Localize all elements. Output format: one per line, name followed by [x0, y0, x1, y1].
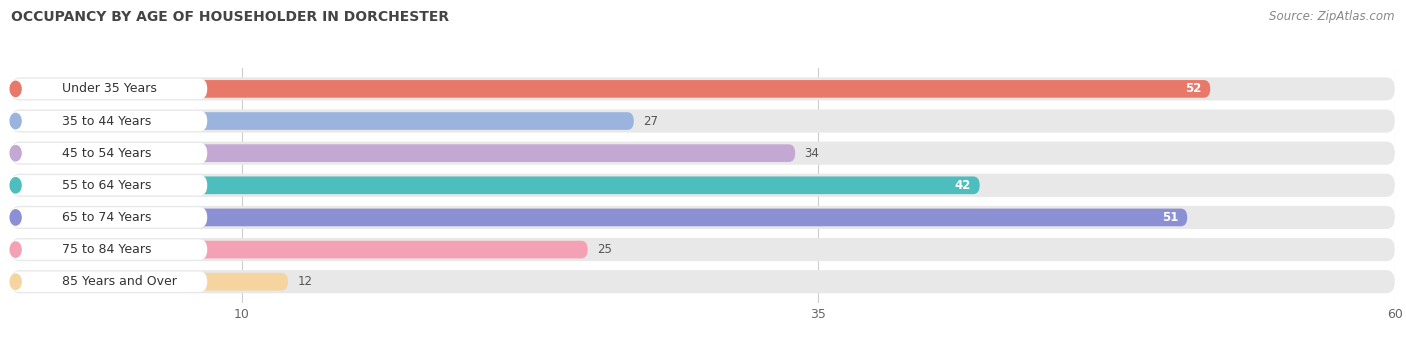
- Text: 51: 51: [1161, 211, 1178, 224]
- Text: 25: 25: [598, 243, 612, 256]
- Text: Source: ZipAtlas.com: Source: ZipAtlas.com: [1270, 10, 1395, 23]
- FancyBboxPatch shape: [11, 239, 207, 260]
- FancyBboxPatch shape: [11, 206, 1395, 229]
- Circle shape: [10, 114, 21, 129]
- FancyBboxPatch shape: [11, 272, 207, 292]
- Text: 34: 34: [804, 147, 820, 160]
- Circle shape: [10, 146, 21, 161]
- FancyBboxPatch shape: [11, 77, 1395, 100]
- Text: OCCUPANCY BY AGE OF HOUSEHOLDER IN DORCHESTER: OCCUPANCY BY AGE OF HOUSEHOLDER IN DORCH…: [11, 10, 450, 24]
- Circle shape: [10, 210, 21, 225]
- FancyBboxPatch shape: [11, 141, 1395, 165]
- Text: 27: 27: [643, 115, 658, 128]
- Text: 65 to 74 Years: 65 to 74 Years: [62, 211, 152, 224]
- Circle shape: [10, 178, 21, 193]
- FancyBboxPatch shape: [11, 109, 1395, 133]
- Circle shape: [10, 274, 21, 289]
- FancyBboxPatch shape: [11, 80, 1211, 98]
- FancyBboxPatch shape: [11, 241, 588, 258]
- Text: 42: 42: [955, 179, 970, 192]
- FancyBboxPatch shape: [11, 143, 207, 163]
- FancyBboxPatch shape: [11, 207, 207, 227]
- Text: 45 to 54 Years: 45 to 54 Years: [62, 147, 152, 160]
- FancyBboxPatch shape: [11, 238, 1395, 261]
- FancyBboxPatch shape: [11, 111, 207, 131]
- Text: Under 35 Years: Under 35 Years: [62, 82, 157, 96]
- FancyBboxPatch shape: [11, 176, 980, 194]
- Text: 12: 12: [297, 275, 312, 288]
- Text: 35 to 44 Years: 35 to 44 Years: [62, 115, 152, 128]
- FancyBboxPatch shape: [11, 112, 634, 130]
- Text: 75 to 84 Years: 75 to 84 Years: [62, 243, 152, 256]
- FancyBboxPatch shape: [11, 79, 207, 99]
- Text: 52: 52: [1185, 82, 1201, 96]
- Text: 55 to 64 Years: 55 to 64 Years: [62, 179, 152, 192]
- FancyBboxPatch shape: [11, 175, 207, 195]
- FancyBboxPatch shape: [11, 174, 1395, 197]
- Circle shape: [10, 242, 21, 257]
- FancyBboxPatch shape: [11, 144, 796, 162]
- FancyBboxPatch shape: [11, 270, 1395, 293]
- Text: 85 Years and Over: 85 Years and Over: [62, 275, 177, 288]
- Circle shape: [10, 81, 21, 97]
- FancyBboxPatch shape: [11, 209, 1187, 226]
- FancyBboxPatch shape: [11, 273, 288, 291]
